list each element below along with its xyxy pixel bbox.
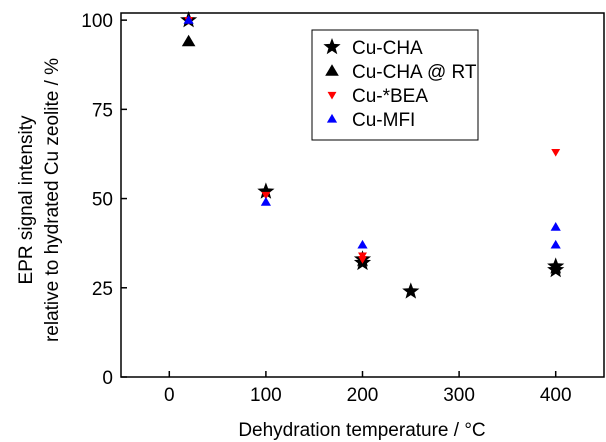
legend-label: Cu-CHA — [352, 38, 423, 59]
y-tick-label: 0 — [102, 368, 113, 389]
legend-label: Cu-*BEA — [352, 86, 428, 107]
y-tick-label: 75 — [92, 100, 113, 121]
data-point — [181, 34, 196, 47]
legend-label: Cu-CHA @ RT — [352, 62, 477, 83]
y-axis-label: EPR signal intensity — [16, 115, 37, 284]
data-point — [551, 149, 561, 157]
x-tick-label: 200 — [347, 385, 379, 406]
legend-marker — [325, 64, 339, 76]
data-point — [261, 191, 271, 200]
x-tick-label: 100 — [250, 385, 282, 406]
data-point — [183, 15, 194, 24]
y-axis-label: relative to hydrated Cu zeolite / % — [42, 58, 63, 342]
data-point — [260, 197, 271, 206]
legend-marker — [326, 113, 338, 123]
y-tick-label: 50 — [92, 190, 113, 211]
y-tick-label: 25 — [92, 279, 113, 300]
legend-marker — [327, 91, 337, 100]
x-tick-label: 0 — [164, 385, 175, 406]
data-point — [357, 239, 368, 249]
x-axis-label: Dehydration temperature / °C — [238, 420, 485, 441]
data-point — [402, 282, 420, 299]
data-point — [358, 256, 367, 264]
x-tick-label: 300 — [443, 385, 475, 406]
legend-label: Cu-MFI — [352, 110, 415, 131]
data-point — [550, 239, 561, 249]
legend-marker — [323, 38, 341, 55]
data-point — [547, 257, 565, 274]
y-tick-label: 100 — [81, 11, 113, 32]
data-point — [550, 222, 561, 231]
x-tick-label: 400 — [540, 385, 572, 406]
data-point — [257, 182, 275, 199]
legend-box — [311, 29, 479, 141]
